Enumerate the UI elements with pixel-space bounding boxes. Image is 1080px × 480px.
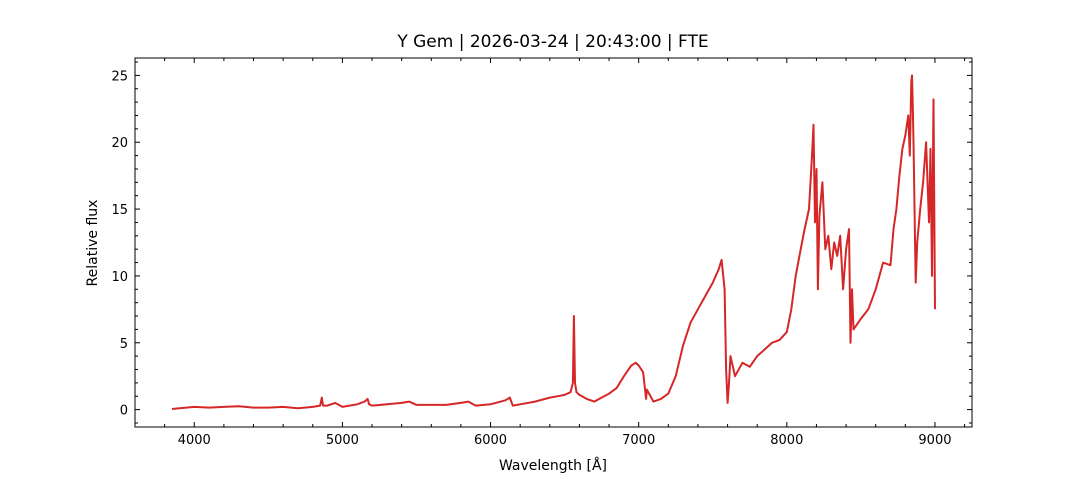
y-tick-label: 15 <box>111 203 128 218</box>
y-tick-label: 10 <box>111 270 128 285</box>
y-tick-label: 5 <box>120 337 128 352</box>
y-tick-label: 0 <box>120 404 128 419</box>
chart-title: Y Gem | 2026-03-24 | 20:43:00 | FTE <box>396 32 708 52</box>
x-tick-label: 6000 <box>474 433 507 448</box>
y-tick-label: 20 <box>111 136 128 151</box>
plot-frame <box>134 57 973 428</box>
spectrum-series-line-0 <box>171 74 936 410</box>
x-tick-label: 4000 <box>178 433 211 448</box>
plot-area <box>171 74 936 410</box>
x-tick-label: 5000 <box>326 433 359 448</box>
x-tick-label: 9000 <box>918 433 951 448</box>
axis-ticks: 4000 5000 6000 7000 8000 9000 0 5 10 15 20 25 <box>111 58 972 448</box>
y-tick-label: 25 <box>111 69 128 84</box>
x-tick-label: 8000 <box>770 433 803 448</box>
x-axis-label: Wavelength [Å] <box>499 457 607 474</box>
x-tick-label: 7000 <box>622 433 655 448</box>
y-axis-label: Relative flux <box>85 200 101 287</box>
